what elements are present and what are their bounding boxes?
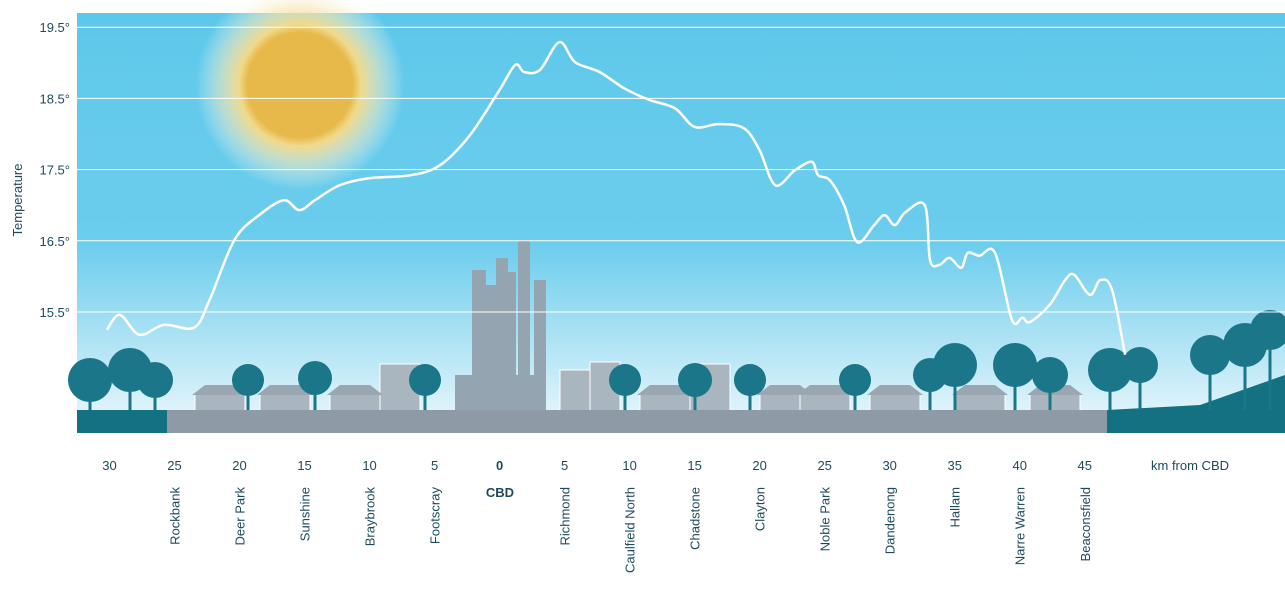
x-tick-label: 25 bbox=[817, 458, 831, 473]
house bbox=[955, 394, 1005, 412]
house bbox=[195, 394, 245, 412]
tree-crown bbox=[734, 364, 766, 396]
tree-crown bbox=[409, 364, 441, 396]
y-tick-label: 16.5° bbox=[39, 234, 70, 249]
place-label: Beaconsfield bbox=[1078, 487, 1093, 561]
x-tick-label: 5 bbox=[431, 458, 438, 473]
x-tick-label: 35 bbox=[947, 458, 961, 473]
ground-city bbox=[167, 410, 1108, 433]
tree-crown bbox=[298, 361, 332, 395]
y-axis-label: Temperature bbox=[10, 164, 25, 237]
x-tick-label: 15 bbox=[297, 458, 311, 473]
page: {"chart_data": { "type": "line", "y_labe… bbox=[0, 0, 1285, 602]
place-label: Sunshine bbox=[298, 487, 313, 541]
tree-crown bbox=[993, 343, 1037, 387]
y-tick-label: 18.5° bbox=[39, 91, 70, 106]
x-tick-label: 0 bbox=[496, 458, 503, 473]
place-label: Chadstone bbox=[688, 487, 703, 550]
x-tick-label: 15 bbox=[687, 458, 701, 473]
tree-crown bbox=[232, 364, 264, 396]
tree-crown bbox=[933, 343, 977, 387]
x-tick-label: 10 bbox=[362, 458, 376, 473]
y-tick-label: 17.5° bbox=[39, 163, 70, 178]
house bbox=[260, 394, 310, 412]
x-tick-label: 30 bbox=[102, 458, 116, 473]
y-tick-label: 15.5° bbox=[39, 305, 70, 320]
place-label: Noble Park bbox=[818, 487, 833, 552]
tree-crown bbox=[137, 362, 173, 398]
house bbox=[870, 394, 920, 412]
place-label: Deer Park bbox=[233, 487, 248, 546]
x-tick-label: 40 bbox=[1012, 458, 1026, 473]
y-tick-label: 19.5° bbox=[39, 20, 70, 35]
house bbox=[800, 394, 850, 412]
chart: Temperature km from CBD CBD 15.5° 16.5° 17… bbox=[0, 0, 1285, 602]
x-tick-label: 30 bbox=[882, 458, 896, 473]
tree-crown bbox=[609, 364, 641, 396]
place-label: Dandenong bbox=[883, 487, 898, 554]
house bbox=[640, 394, 690, 412]
x-tick-label: 10 bbox=[622, 458, 636, 473]
place-label: Rockbank bbox=[168, 487, 183, 545]
place-label: Footscray bbox=[428, 487, 443, 545]
tree-crown bbox=[68, 358, 112, 402]
x-tick-label: 5 bbox=[561, 458, 568, 473]
place-label: Hallam bbox=[948, 487, 963, 527]
place-label: Caulfield North bbox=[623, 487, 638, 573]
x-tick-label: 45 bbox=[1078, 458, 1092, 473]
tree-crown bbox=[678, 363, 712, 397]
house bbox=[1030, 394, 1080, 412]
place-label: Braybrook bbox=[363, 487, 378, 547]
house bbox=[330, 394, 380, 412]
place-label: Narre Warren bbox=[1013, 487, 1028, 565]
cbd-label: CBD bbox=[486, 485, 514, 500]
place-label: Richmond bbox=[558, 487, 573, 546]
tree-crown bbox=[1032, 357, 1068, 393]
tree-crown bbox=[1122, 347, 1158, 383]
x-tick-label: 20 bbox=[752, 458, 766, 473]
x-unit-label: km from CBD bbox=[1151, 458, 1229, 473]
ground-west bbox=[77, 410, 169, 433]
tree-crown bbox=[839, 364, 871, 396]
x-tick-label: 20 bbox=[232, 458, 246, 473]
place-label: Clayton bbox=[753, 487, 768, 531]
x-tick-label: 25 bbox=[167, 458, 181, 473]
